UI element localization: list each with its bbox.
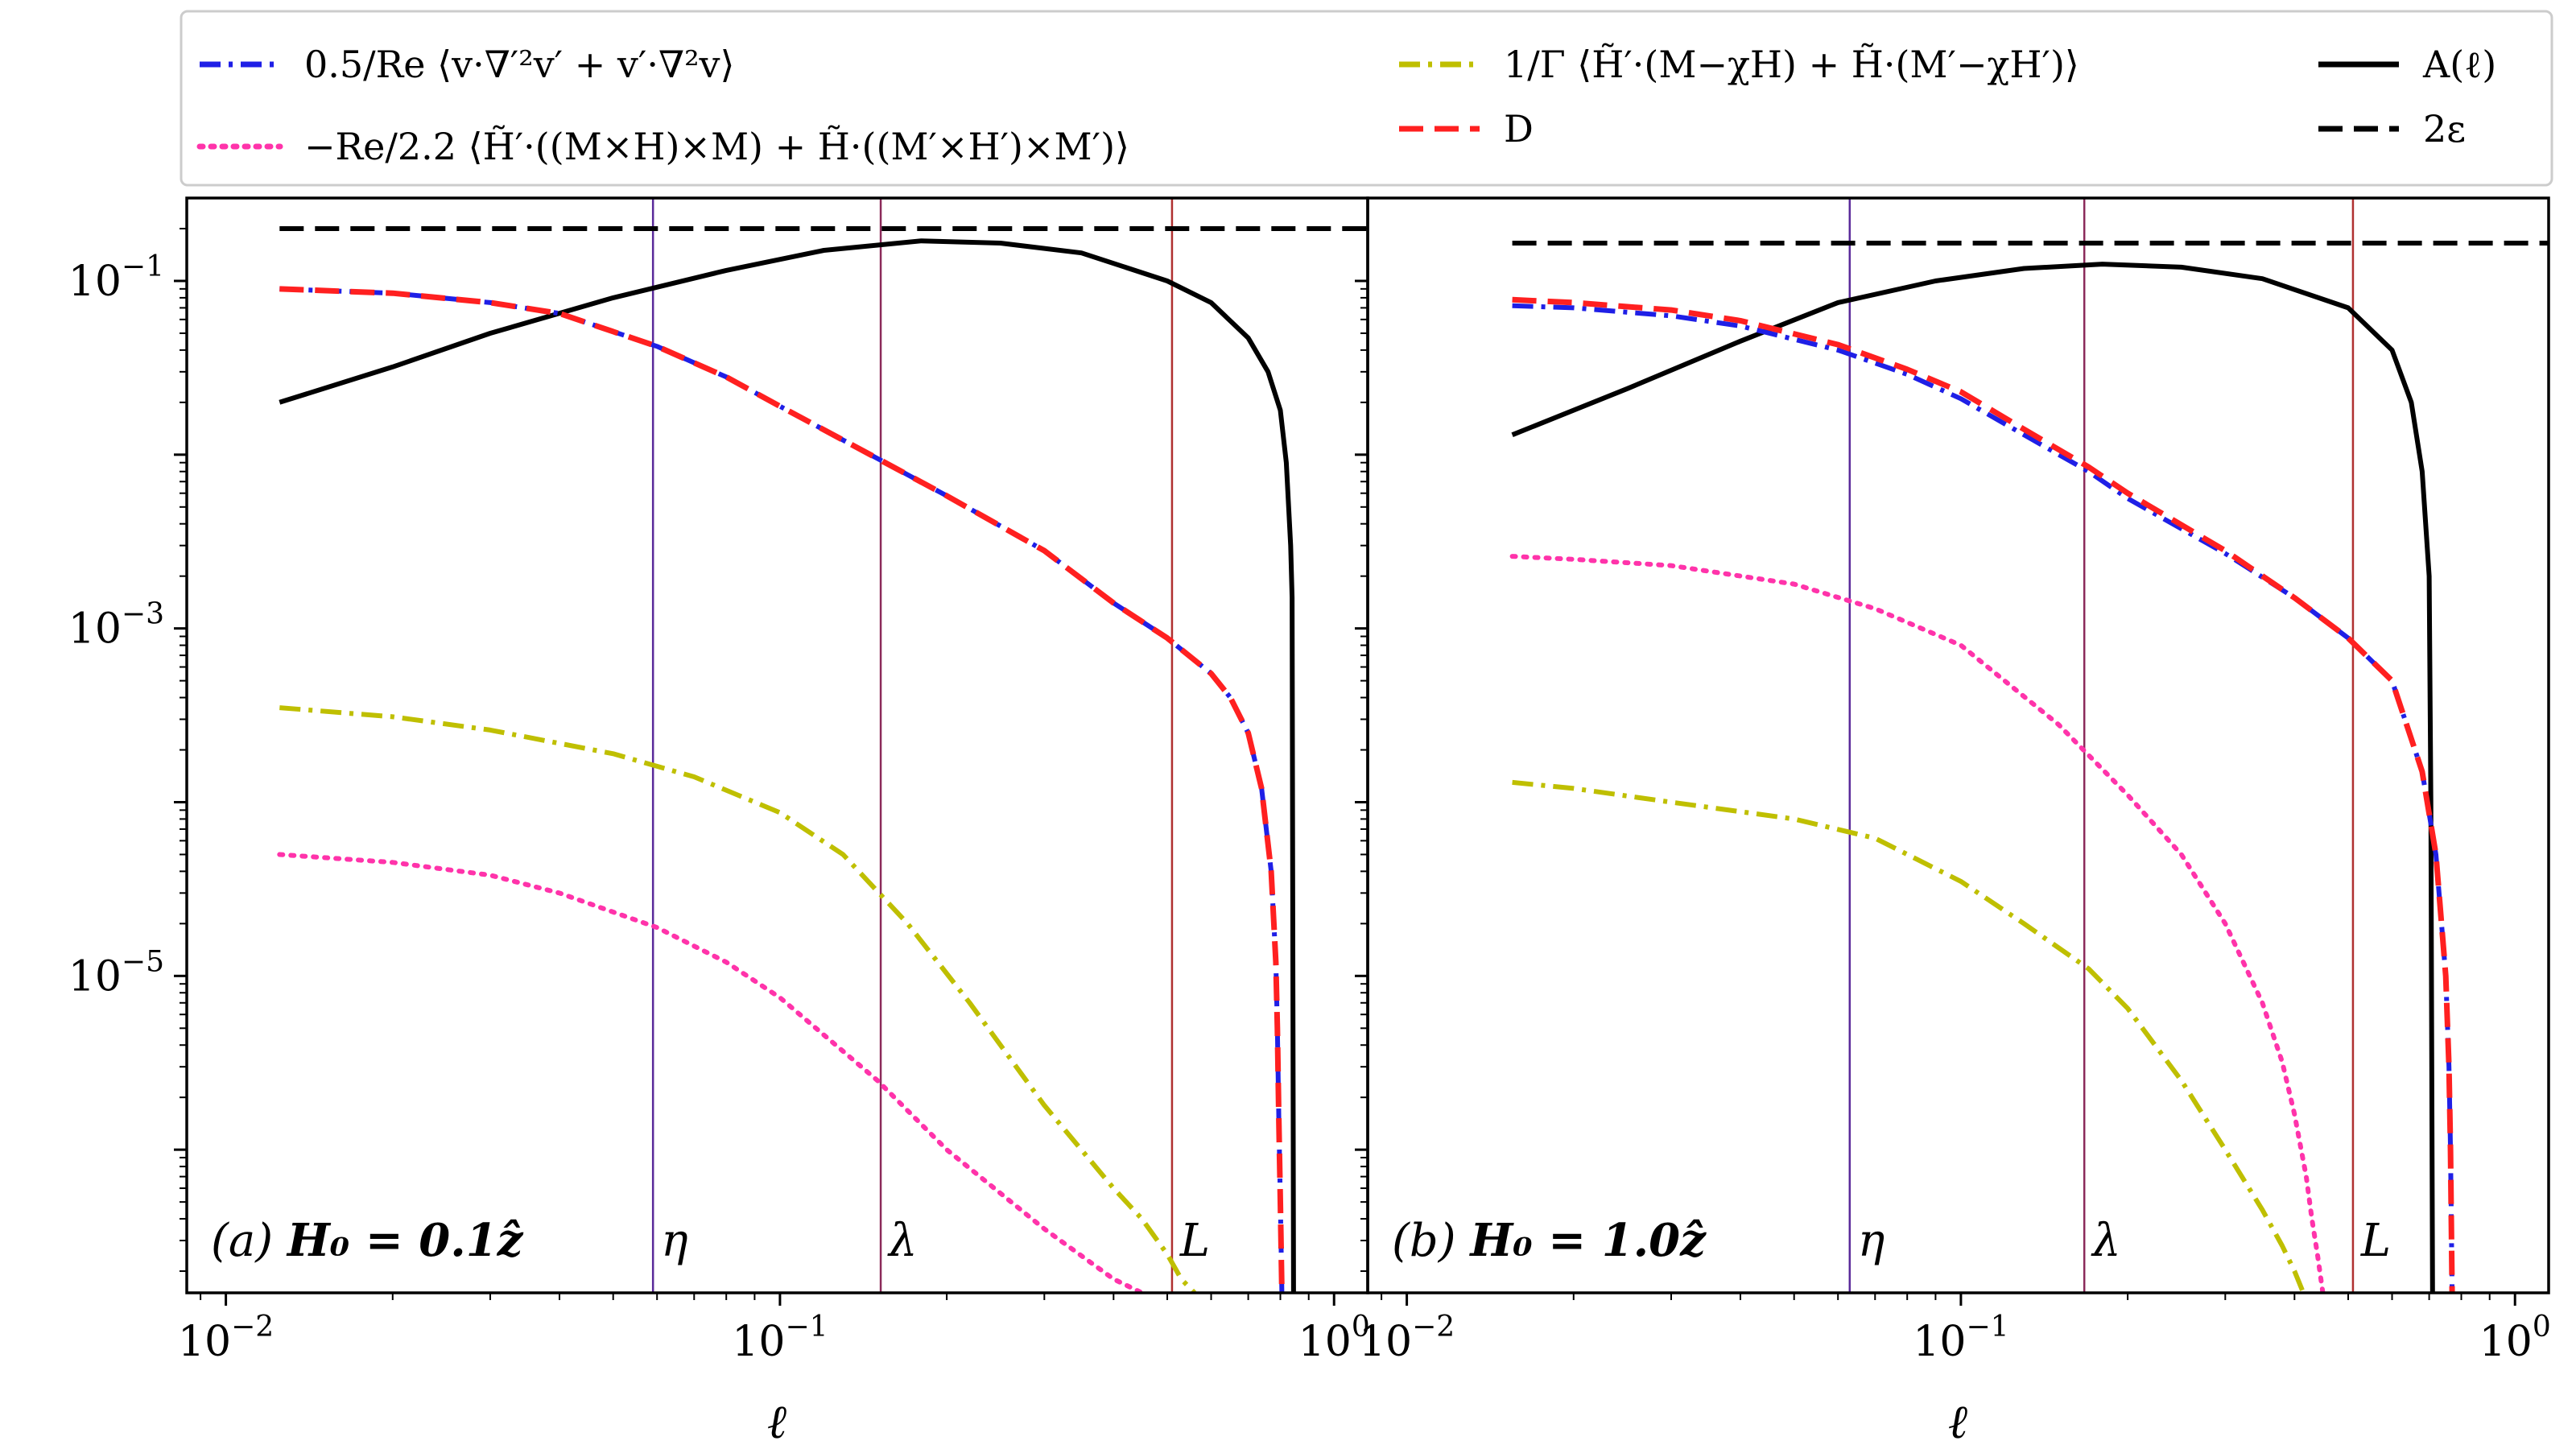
panel-a: 10−2 10−1 100 10−1 10−3 10−5 η λ L (a) H₀ = 0.1ẑ	[68, 196, 1370, 1366]
x-tick-label-a: 100	[1298, 1311, 1370, 1366]
series-viscous-b	[1512, 303, 2455, 1293]
series-A-a	[279, 238, 1296, 1293]
panel-b: 10−2 10−1 100 η λ L (b) H₀ = 1.0ẑ	[1355, 196, 2551, 1366]
marker-label-b-L: L	[2360, 1215, 2391, 1267]
series-relax-b	[1512, 779, 2306, 1293]
series-relax-a	[279, 705, 1197, 1293]
series-magnetic-b	[1509, 554, 2326, 1293]
plot-area-a	[277, 198, 1368, 1293]
legend-label-D: D	[1504, 107, 1534, 151]
y-tick-label: 10−1	[68, 250, 164, 306]
marker-label-b-λ: λ	[2091, 1215, 2121, 1267]
x-tick-label-a: 10−2	[178, 1311, 274, 1366]
panel-title-b: (b) H₀ = 1.0ẑ	[1392, 1214, 1707, 1267]
marker-label-b-η: η	[1858, 1215, 1885, 1267]
x-axis-label-a: ℓ	[767, 1394, 786, 1449]
series-D-b	[1512, 296, 2455, 1293]
series-magnetic-a	[277, 852, 1145, 1293]
series-A-b	[1511, 262, 2435, 1293]
legend-label-A: A(ℓ)	[2422, 43, 2496, 86]
marker-label-a-L: L	[1179, 1215, 1210, 1267]
x-tick-label-a: 10−1	[732, 1311, 828, 1366]
series-D-a	[279, 286, 1285, 1293]
legend-label-eps: 2ε	[2423, 107, 2466, 151]
legend-label-relax: 1/Γ ⟨H̃′·(M−χH) + H̃·(M′−χH′)⟩	[1504, 43, 2079, 86]
marker-label-a-η: η	[661, 1215, 688, 1267]
x-axis-label-b: ℓ	[1948, 1394, 1967, 1449]
series-viscous-a	[279, 286, 1285, 1293]
x-tick-label-b: 10−1	[1913, 1311, 2008, 1366]
panel-title-a: (a) H₀ = 0.1ẑ	[211, 1214, 524, 1267]
axes-frame-a	[185, 196, 1369, 1294]
axes-frame-b	[1366, 196, 2550, 1294]
marker-label-a-λ: λ	[887, 1215, 918, 1267]
y-tick-label: 10−5	[68, 945, 164, 1001]
legend: 0.5/Re ⟨v·∇′²v′ + v′·∇²v⟩ −Re/2.2 ⟨H̃′·((…	[180, 10, 2553, 187]
y-tick-label: 10−3	[68, 598, 164, 654]
x-tick-label-b: 10−2	[1359, 1311, 1455, 1366]
x-tick-label-b: 100	[2479, 1311, 2551, 1366]
plot-area-b	[1509, 198, 2549, 1293]
legend-label-viscous: 0.5/Re ⟨v·∇′²v′ + v′·∇²v⟩	[304, 43, 734, 86]
legend-label-magnetic: −Re/2.2 ⟨H̃′·((M×H)×M) + H̃·((M′×H′)×M′)…	[304, 125, 1129, 168]
